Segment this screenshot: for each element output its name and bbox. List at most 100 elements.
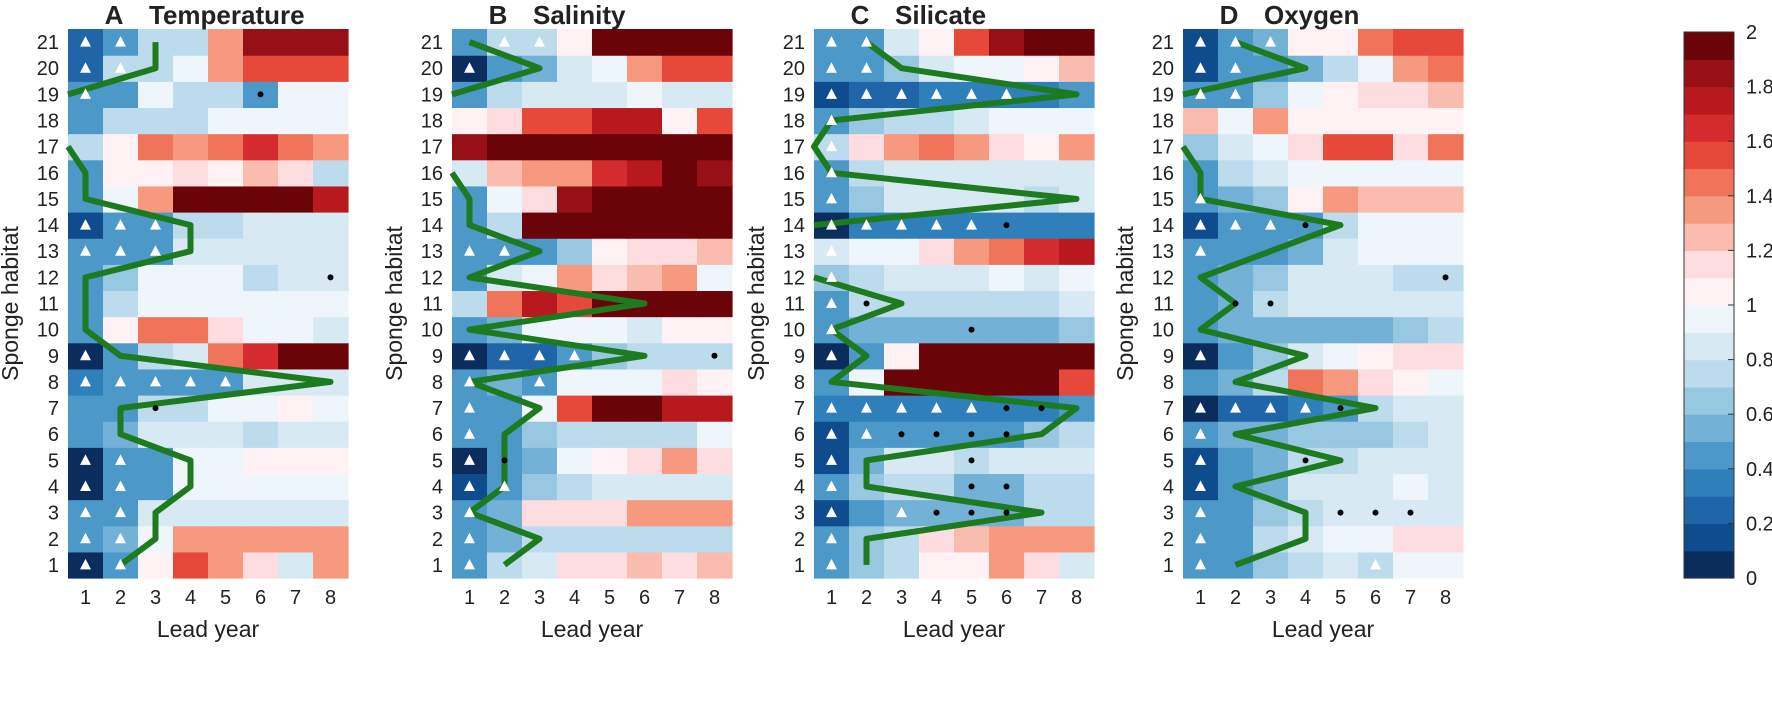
- heatmap-cell: [1323, 264, 1359, 292]
- y-tick-label: 16: [783, 163, 805, 185]
- significance-dot: [933, 509, 940, 516]
- skill-line: [1182, 39, 1309, 98]
- colorbar-tick-label: 0: [1746, 568, 1757, 590]
- heatmap-cell: [1358, 185, 1394, 213]
- heatmap-cell: [592, 499, 628, 527]
- heatmap-cell: [1059, 238, 1095, 265]
- heatmap-cell: [208, 81, 244, 109]
- heatmap-cell: [1059, 264, 1095, 292]
- significance-triangle: [861, 62, 872, 73]
- significance-dot: [1302, 222, 1309, 229]
- heatmap-cell: [697, 447, 733, 475]
- y-tick-label: 6: [432, 424, 443, 446]
- heatmap-cell: [173, 107, 209, 135]
- significance-triangle: [1195, 480, 1206, 491]
- heatmap-cell: [1358, 421, 1394, 448]
- significance-triangle: [499, 36, 510, 47]
- heatmap-cell: [1428, 81, 1464, 109]
- significance-dot: [152, 405, 159, 412]
- significance-triangle: [826, 454, 837, 465]
- heatmap-cell: [627, 81, 663, 109]
- significance-triangle: [499, 245, 510, 256]
- heatmap-cell: [243, 212, 279, 239]
- y-tick-label: 7: [1163, 398, 1174, 420]
- significance-triangle: [931, 88, 942, 99]
- significance-triangle: [1370, 558, 1381, 570]
- heatmap-cell: [278, 238, 314, 265]
- significance-triangle: [115, 558, 126, 570]
- heatmap-cell: [313, 551, 349, 579]
- heatmap-cell: [1428, 447, 1464, 475]
- heatmap-cell: [1428, 29, 1464, 56]
- heatmap-cell: [173, 421, 209, 448]
- colorbar-swatch: [1684, 113, 1734, 142]
- significance-triangle: [826, 506, 837, 518]
- heatmap-cell: [1393, 447, 1429, 475]
- heatmap-cell: [1393, 395, 1429, 422]
- heatmap-cell: [278, 159, 314, 187]
- x-tick-label: 4: [569, 587, 580, 609]
- y-tick-label: 11: [1153, 294, 1174, 316]
- heatmap-cell: [243, 447, 279, 475]
- y-tick-label: 19: [421, 84, 443, 106]
- heatmap-cell: [1253, 159, 1289, 187]
- significance-triangle: [826, 271, 837, 282]
- heatmap-cell: [592, 525, 628, 553]
- heatmap-cell: [592, 447, 628, 475]
- significance-triangle: [1195, 349, 1206, 361]
- y-tick-label: 2: [794, 529, 805, 551]
- heatmap-cell: [697, 264, 733, 292]
- colorbar-swatch: [1684, 359, 1734, 388]
- heatmap-cell: [884, 342, 920, 370]
- heatmap-cell: [662, 395, 698, 422]
- y-tick-label: 18: [37, 111, 59, 133]
- significance-triangle: [80, 219, 91, 230]
- heatmap-cell: [954, 551, 990, 579]
- heatmap-cell: [138, 81, 174, 109]
- y-tick-label: 3: [432, 503, 443, 525]
- y-tick-label: 8: [794, 372, 805, 394]
- heatmap-cell: [1393, 290, 1429, 318]
- significance-dot: [1302, 457, 1309, 464]
- heatmap-cell: [1218, 159, 1254, 187]
- heatmap-cell: [1393, 342, 1429, 370]
- heatmap-cell: [1358, 368, 1394, 396]
- significance-triangle: [80, 532, 91, 544]
- y-tick-label: 1: [432, 555, 443, 577]
- colorbar-tick-label: 2: [1746, 22, 1757, 44]
- heatmap-cell: [1024, 264, 1060, 292]
- heatmap-cell: [208, 551, 244, 579]
- heatmap-cell: [662, 55, 698, 82]
- significance-triangle: [1265, 402, 1276, 413]
- significance-triangle: [1001, 88, 1012, 99]
- heatmap-cell: [1323, 342, 1359, 370]
- heatmap-cell: [1323, 81, 1359, 109]
- heatmap-cell: [173, 499, 209, 527]
- heatmap-cell: [1358, 159, 1394, 187]
- y-tick-label: 12: [1152, 267, 1174, 289]
- significance-triangle: [1195, 428, 1206, 439]
- colorbar-swatch: [1684, 277, 1734, 306]
- heatmap-cell: [1323, 29, 1359, 56]
- heatmap-cell: [627, 133, 663, 161]
- heatmap-cell: [1428, 316, 1464, 344]
- x-tick-label: 8: [709, 587, 720, 609]
- heatmap-cell: [557, 551, 593, 579]
- heatmap-cell: [487, 133, 523, 161]
- heatmap-cell: [1288, 29, 1324, 56]
- heatmap-cell: [1024, 447, 1060, 475]
- y-tick-label: 10: [37, 320, 59, 342]
- x-axis-label: Lead year: [157, 616, 260, 642]
- heatmap-cell: [592, 368, 628, 396]
- colorbar-tick-label: 0.4: [1746, 459, 1772, 481]
- significance-triangle: [1195, 532, 1206, 544]
- y-tick-label: 6: [794, 424, 805, 446]
- heatmap-cell: [627, 238, 663, 265]
- heatmap-cell: [1059, 290, 1095, 318]
- y-tick-label: 21: [1152, 32, 1174, 54]
- heatmap-cell: [627, 185, 663, 213]
- heatmap-cell: [1024, 212, 1060, 239]
- heatmap-cell: [884, 551, 920, 579]
- x-tick-label: 1: [1195, 587, 1206, 609]
- heatmap-cell: [1059, 499, 1095, 527]
